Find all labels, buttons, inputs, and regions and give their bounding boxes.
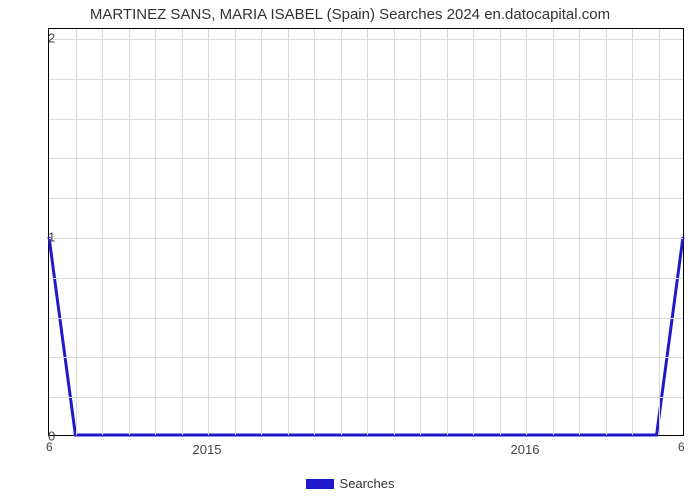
gridline-vertical xyxy=(76,29,77,435)
gridline-vertical xyxy=(314,29,315,435)
gridline-vertical xyxy=(102,29,103,435)
legend-label: Searches xyxy=(340,476,395,491)
gridline-horizontal xyxy=(49,318,683,319)
gridline-horizontal xyxy=(49,397,683,398)
gridline-vertical xyxy=(155,29,156,435)
gridline-vertical xyxy=(182,29,183,435)
corner-label-right: 6 xyxy=(678,440,685,454)
gridline-vertical xyxy=(367,29,368,435)
x-tick-label: 2016 xyxy=(511,442,540,457)
gridline-horizontal xyxy=(49,278,683,279)
gridline-vertical xyxy=(341,29,342,435)
gridline-vertical xyxy=(553,29,554,435)
gridline-horizontal xyxy=(49,198,683,199)
plot-area xyxy=(48,28,684,436)
chart-container: MARTINEZ SANS, MARIA ISABEL (Spain) Sear… xyxy=(0,0,700,500)
gridline-horizontal xyxy=(49,39,683,40)
gridline-vertical xyxy=(208,29,209,435)
gridline-horizontal xyxy=(49,79,683,80)
legend-swatch xyxy=(306,479,334,489)
gridline-vertical xyxy=(288,29,289,435)
gridline-horizontal xyxy=(49,238,683,239)
gridline-horizontal xyxy=(49,119,683,120)
gridline-vertical xyxy=(659,29,660,435)
gridline-vertical xyxy=(500,29,501,435)
legend: Searches xyxy=(0,476,700,491)
gridline-horizontal xyxy=(49,158,683,159)
gridline-horizontal xyxy=(49,357,683,358)
x-tick-label: 2015 xyxy=(193,442,222,457)
chart-title: MARTINEZ SANS, MARIA ISABEL (Spain) Sear… xyxy=(0,6,700,23)
gridline-vertical xyxy=(447,29,448,435)
gridline-vertical xyxy=(473,29,474,435)
gridline-vertical xyxy=(606,29,607,435)
gridline-vertical xyxy=(235,29,236,435)
series-polyline xyxy=(49,237,683,435)
series-line xyxy=(49,29,683,435)
gridline-vertical xyxy=(526,29,527,435)
gridline-vertical xyxy=(420,29,421,435)
gridline-vertical xyxy=(394,29,395,435)
gridline-vertical xyxy=(632,29,633,435)
gridline-vertical xyxy=(129,29,130,435)
gridline-vertical xyxy=(579,29,580,435)
gridline-vertical xyxy=(261,29,262,435)
corner-label-left: 6 xyxy=(46,440,53,454)
